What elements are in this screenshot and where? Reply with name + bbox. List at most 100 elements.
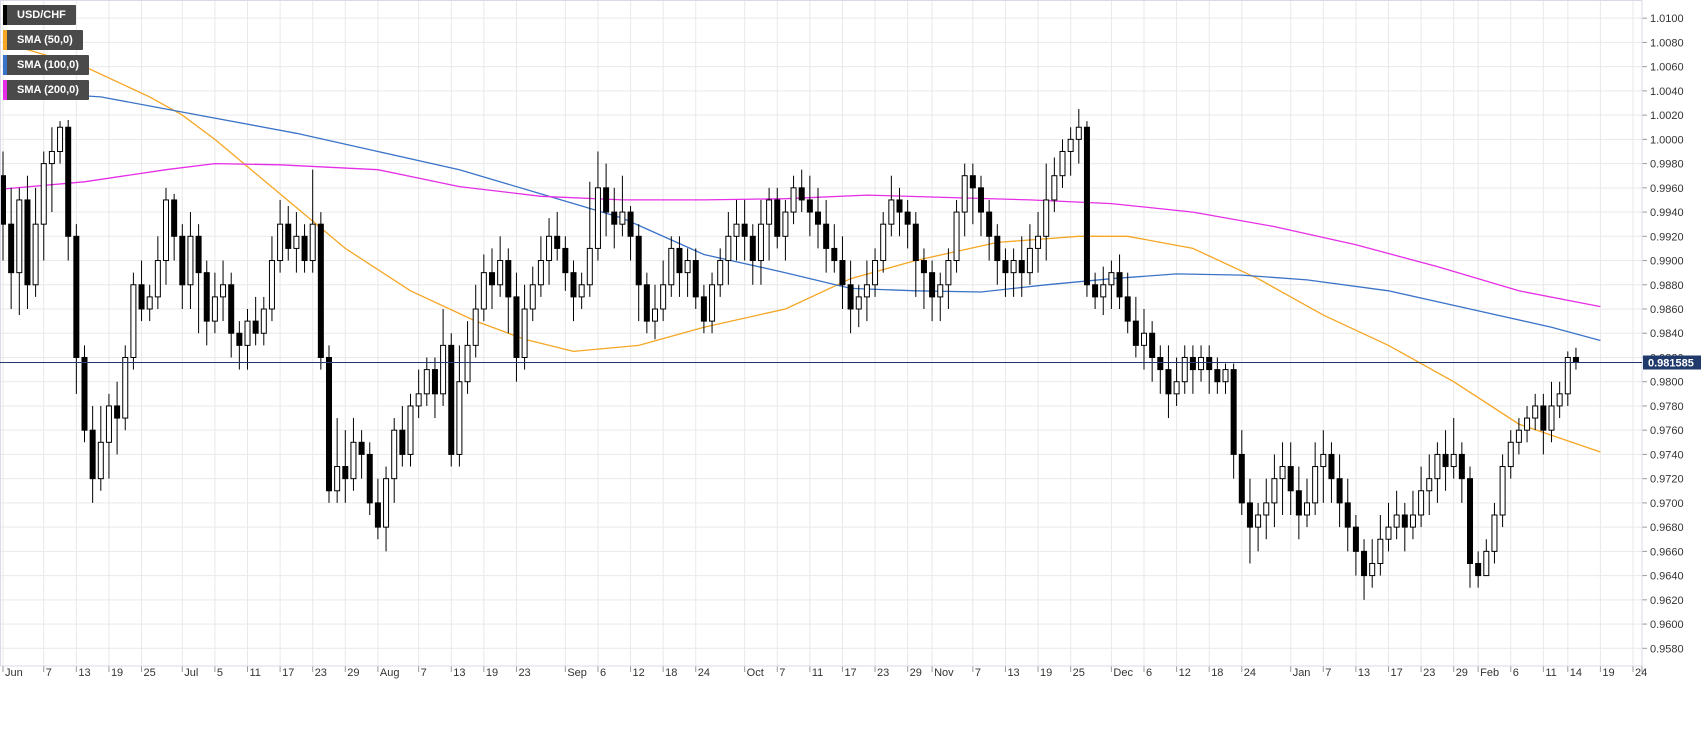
candle-up [464,344,471,383]
legend-symbol-label: USD/CHF [17,9,66,21]
candle-up [220,284,227,298]
candle-up [1320,453,1327,468]
x-tick-label: 11 [812,667,823,679]
candle-up [97,441,104,480]
candle-up [440,344,447,395]
candle-up [953,211,960,262]
candle-up [1043,199,1050,237]
symbol-swatch [3,5,7,25]
candle-up [1434,453,1441,480]
candle-up [529,284,536,310]
legend-sma100-label: SMA (100,0) [17,59,79,71]
candle-down [89,429,96,480]
candle-down [1124,296,1131,322]
legend-symbol[interactable]: USD/CHF [3,5,76,25]
candle-down [342,466,349,480]
y-tick-label: 0.9940 [1650,207,1684,219]
candle-up [594,187,601,249]
candle-down [81,356,88,431]
candle-down [285,223,292,249]
x-tick-label: Jul [184,667,198,679]
candle-up [782,211,789,237]
candle-down [749,235,756,262]
candle-up [423,369,430,395]
candle-up [652,308,658,322]
candle-down [73,235,80,358]
candle-up [1409,514,1416,528]
candle-up [1385,526,1392,540]
candle-down [692,260,699,298]
y-tick-label: 0.9580 [1650,643,1684,655]
candle-down [839,260,846,286]
candle-up [1548,405,1555,431]
legend-sma-200[interactable]: SMA (200,0) [3,80,89,100]
candle-up [293,235,300,249]
plot-background [0,0,1642,710]
candle-down [1214,369,1221,383]
x-tick-label: 12 [1179,667,1191,679]
x-tick-label: 17 [1391,667,1403,679]
candle-up [1532,405,1539,419]
candle-up [1393,514,1400,528]
candle-down [986,211,993,237]
y-tick-label: 0.9780 [1650,401,1684,413]
x-tick-label: 23 [315,667,327,679]
x-tick-label: 18 [665,667,677,679]
plot-border [0,0,1643,667]
candle-down [1092,284,1099,298]
candle-down [1132,320,1139,346]
candle-down [513,296,520,358]
candle-up [578,284,585,298]
candle-up [668,247,675,286]
candle-down [138,284,145,310]
candle-up [415,393,422,407]
candle-up [163,199,169,262]
candle-down [774,199,781,237]
legend-sma-50[interactable]: SMA (50,0) [3,30,83,50]
candle-down [929,272,936,298]
x-tick-label: 25 [144,667,156,679]
x-tick-label: Sep [567,667,587,679]
candle-down [570,272,577,298]
candle-down [195,235,202,274]
candle-down [1344,502,1351,528]
x-tick-label: 24 [698,667,710,679]
y-tick-label: 0.9700 [1650,498,1684,510]
y-tick-label: 0.9740 [1650,449,1684,461]
candle-down [0,175,6,225]
x-tick-label: 7 [975,667,981,679]
candle-down [676,247,683,274]
y-tick-label: 0.9800 [1650,377,1684,389]
candle-down [896,199,903,213]
candle-up [130,284,137,358]
legend-sma-100[interactable]: SMA (100,0) [3,55,89,75]
y-tick-label: 0.9980 [1650,159,1684,171]
candle-down [1475,562,1482,577]
candle-down [431,369,438,395]
candlesticks [0,109,1579,600]
x-tick-label: 12 [633,667,645,679]
candle-down [252,320,259,334]
x-tick-label: 18 [1211,667,1223,679]
candle-up [1369,562,1376,577]
candle-down [815,211,821,225]
candle-down [847,284,854,310]
y-tick-label: 0.9660 [1650,546,1684,558]
candle-up [40,163,47,225]
candle-down [399,429,406,455]
y-tick-label: 1.0040 [1650,86,1684,98]
sma200-swatch [3,80,7,100]
x-tick-label: 23 [1423,667,1435,679]
y-tick-label: 0.9680 [1650,522,1684,534]
sma100-swatch [3,55,7,75]
candle-up [1499,466,1506,516]
candle-down [1116,272,1123,298]
candle-up [244,320,251,346]
candle-up [1100,284,1107,298]
candle-up [1108,272,1115,286]
x-tick-label: 19 [1602,667,1614,679]
y-tick-label: 0.9920 [1650,231,1684,243]
candle-down [978,187,984,213]
x-tick-label: 13 [78,667,90,679]
candle-up [154,260,161,298]
